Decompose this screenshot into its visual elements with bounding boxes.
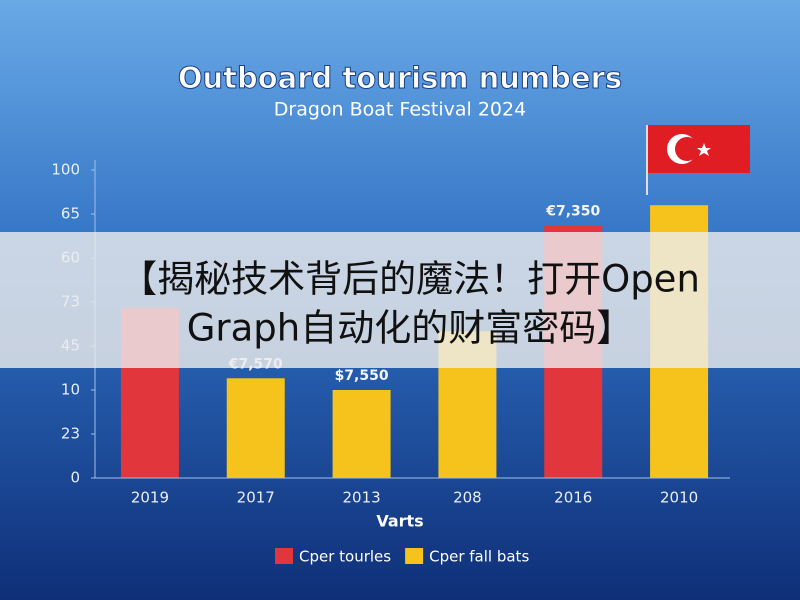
y-tick-label: 10 [61, 381, 80, 399]
banner-band [0, 232, 800, 368]
banner-line: Graph自动化的财富密码】 [187, 307, 634, 350]
x-tick-label: 2010 [660, 489, 698, 507]
x-tick-label: 2019 [131, 489, 169, 507]
x-tick-label: 2013 [342, 489, 380, 507]
x-axis-label: Varts [376, 512, 423, 531]
legend-label: Cper tourles [299, 548, 391, 566]
legend-swatch [275, 548, 293, 564]
y-tick-label: 100 [51, 161, 80, 179]
legend-label: Cper fall bats [429, 548, 529, 566]
annotation: $7,550 [335, 368, 389, 384]
annotation: €7,350 [545, 204, 600, 220]
banner-line: 【揭秘技术背后的魔法！打开Open [120, 258, 700, 301]
x-tick-label: 2016 [554, 489, 592, 507]
x-tick-label: 2017 [237, 489, 275, 507]
bar [226, 378, 285, 478]
y-tick-label: 0 [70, 469, 80, 487]
y-tick-label: 65 [61, 205, 80, 223]
flag [646, 125, 750, 195]
chart-subtitle: Dragon Boat Festival 2024 [274, 99, 526, 121]
bar [332, 390, 391, 478]
y-tick-label: 23 [61, 425, 80, 443]
legend-swatch [405, 548, 424, 564]
x-tick-label: 208 [453, 489, 482, 507]
chart-title: Outboard tourism numbers [178, 61, 622, 95]
